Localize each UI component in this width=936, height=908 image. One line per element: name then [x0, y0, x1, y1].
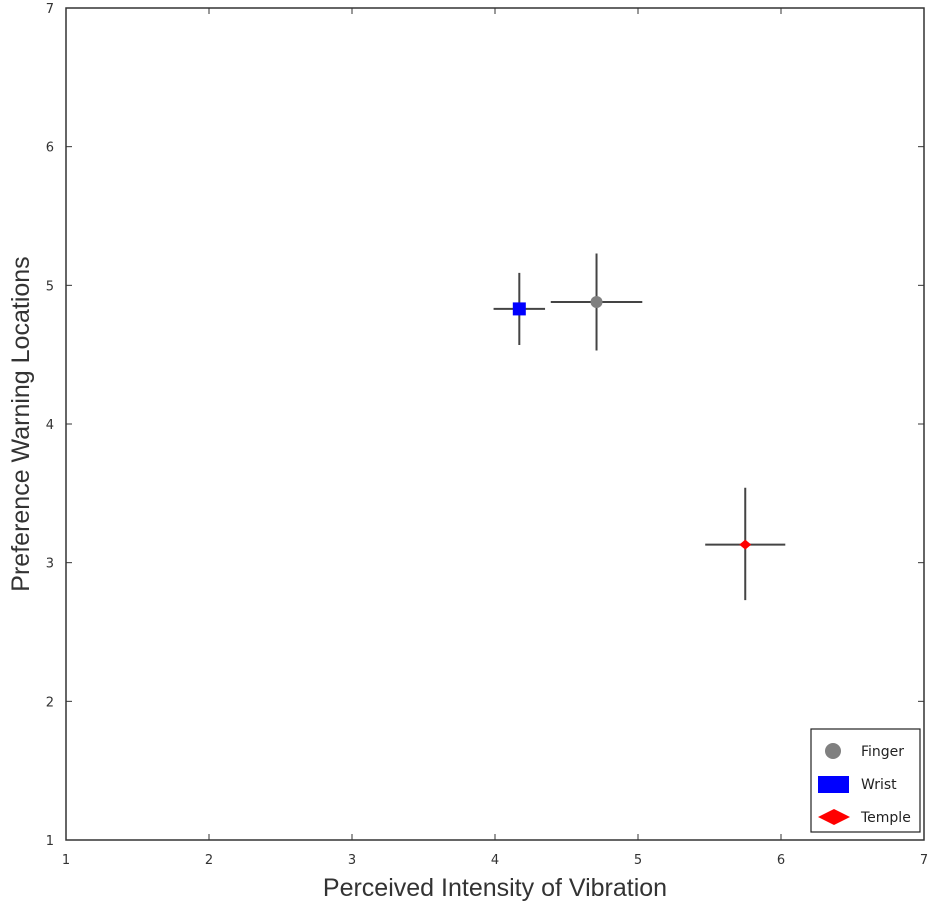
data-points [512, 295, 752, 550]
y-tick-label: 3 [46, 557, 54, 572]
x-tick-label: 5 [634, 853, 642, 868]
y-tick-label: 4 [46, 418, 54, 433]
legend-marker-finger [825, 743, 841, 759]
y-tick-label: 2 [46, 695, 54, 710]
x-axis-label: Perceived Intensity of Vibration [323, 874, 667, 902]
x-tick-label: 4 [491, 853, 499, 868]
plot-area [65, 7, 925, 841]
y-axis: 1 2 3 4 5 6 7 [46, 2, 924, 849]
x-axis: 1 2 3 4 5 6 7 [62, 8, 928, 868]
point-wrist [512, 302, 526, 316]
x-tick-label: 2 [205, 853, 213, 868]
x-tick-label: 6 [777, 853, 785, 868]
legend-label-temple: Temple [860, 810, 911, 826]
y-tick-label: 6 [46, 141, 54, 156]
legend-label-wrist: Wrist [861, 777, 897, 793]
y-tick-label: 7 [46, 2, 54, 17]
point-finger [590, 295, 603, 308]
legend-label-finger: Finger [861, 744, 904, 760]
legend-marker-temple [818, 809, 850, 825]
y-tick-label: 5 [46, 279, 54, 294]
y-tick-label: 1 [46, 834, 54, 849]
point-temple [739, 539, 752, 550]
y-axis-label: Preference Warning Locations [7, 256, 35, 591]
x-tick-label: 7 [920, 853, 928, 868]
legend-marker-wrist [818, 776, 849, 793]
legend: Finger Wrist Temple [810, 728, 921, 833]
x-tick-label: 3 [348, 853, 356, 868]
x-tick-label: 1 [62, 853, 70, 868]
